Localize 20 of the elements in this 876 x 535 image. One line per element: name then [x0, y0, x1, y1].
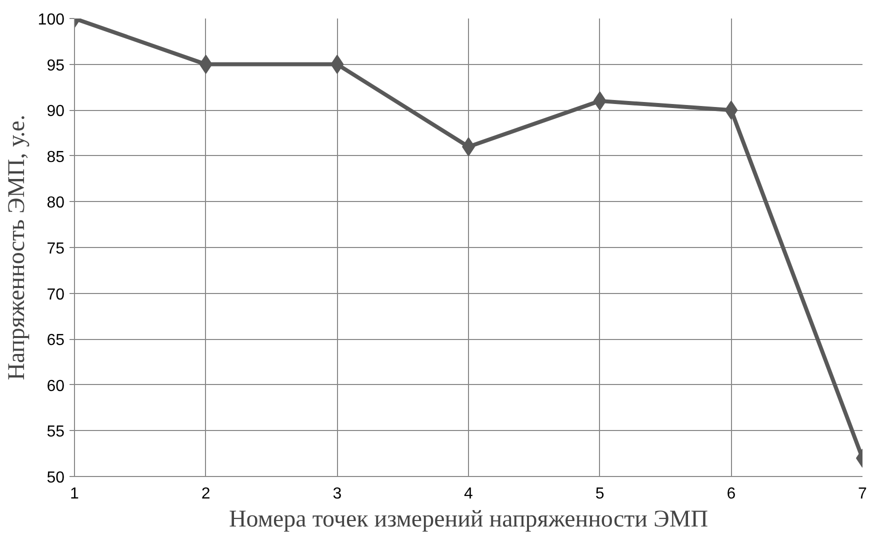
- y-tick-label: 85: [46, 148, 65, 166]
- x-tick-label: 4: [464, 486, 474, 502]
- x-tick-label: 2: [201, 486, 210, 502]
- y-tick-label: 95: [46, 57, 65, 74]
- x-tick-label: 7: [858, 486, 868, 502]
- x-tick-label: 6: [726, 486, 736, 502]
- y-tick-label: 70: [46, 286, 65, 304]
- y-tick-label: 65: [46, 332, 65, 350]
- y-axis-title: Напряженность ЭМП, у.е.: [4, 114, 30, 380]
- y-tick-label: 80: [46, 194, 65, 212]
- x-axis-title: Номера точек измерений напряженности ЭМП: [228, 506, 708, 532]
- y-tick-label: 100: [38, 12, 65, 28]
- y-tick-label: 55: [46, 424, 65, 441]
- x-tick-label: 5: [595, 486, 604, 502]
- x-tick-label: 1: [70, 486, 80, 502]
- y-tick-label: 60: [46, 378, 65, 395]
- y-tick-label: 50: [46, 470, 65, 486]
- y-tick-label: 90: [46, 103, 65, 120]
- x-tick-label: 3: [332, 486, 342, 502]
- y-tick-label: 75: [46, 240, 65, 258]
